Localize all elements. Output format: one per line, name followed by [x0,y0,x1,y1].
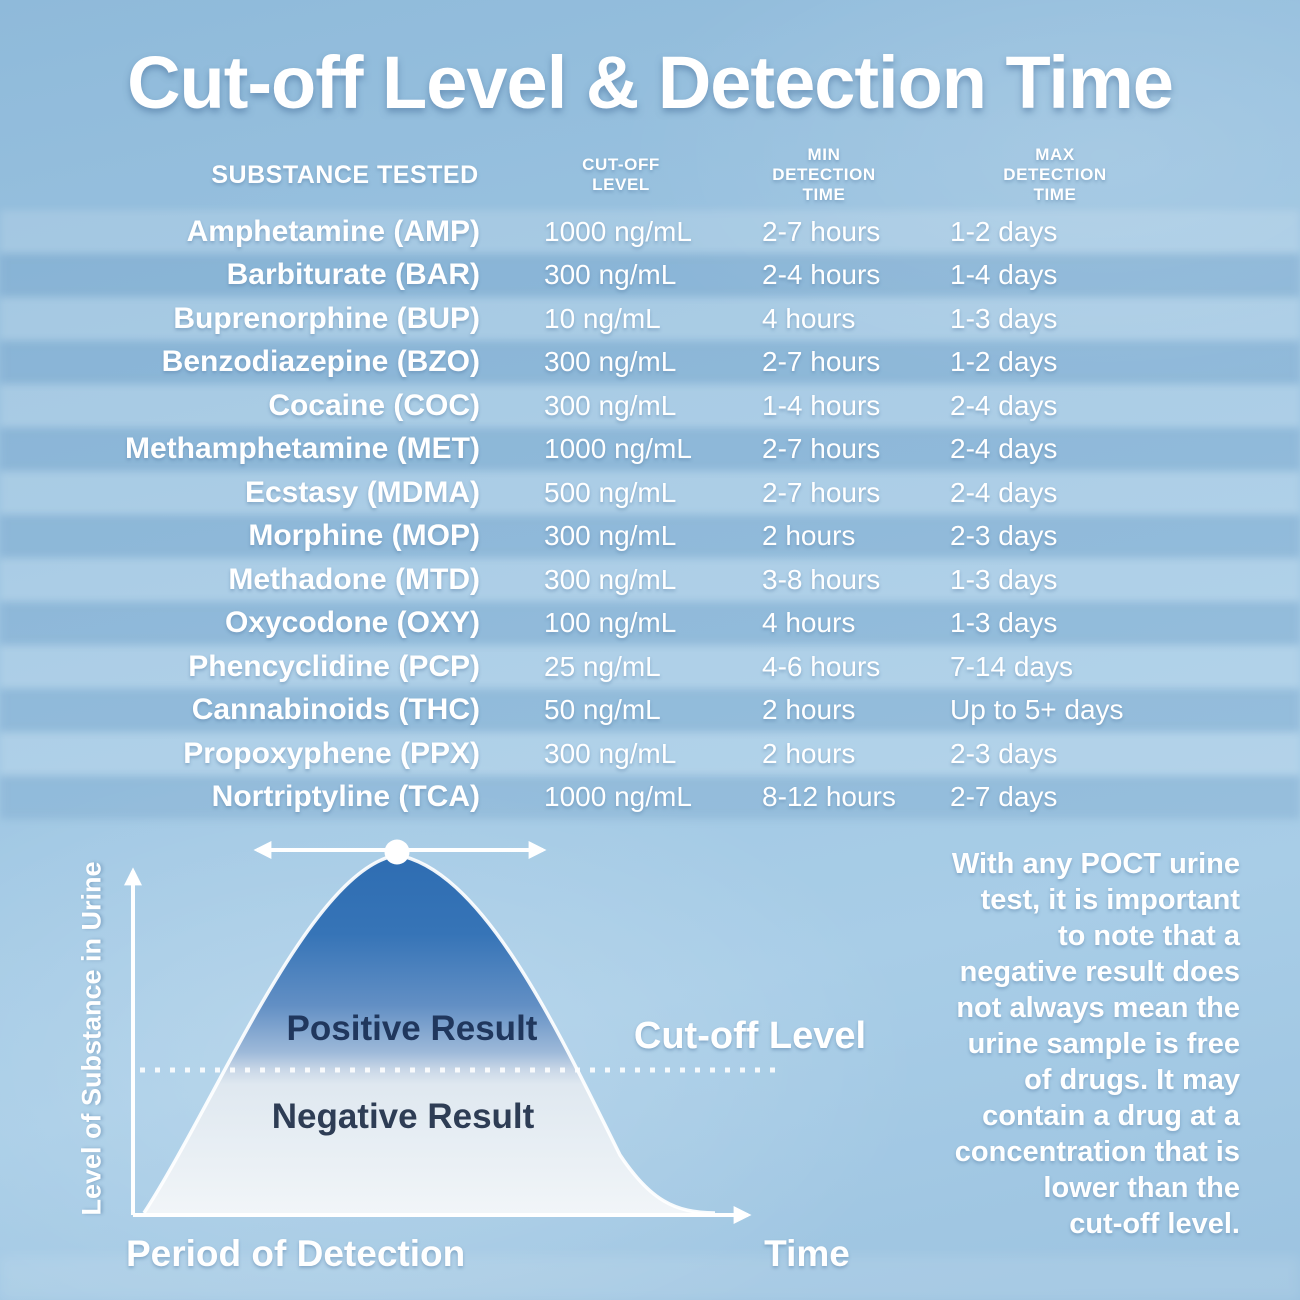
page-title: Cut-off Level & Detection Time [127,41,1174,124]
x-axis-label: Period of Detection [126,1233,466,1274]
row-max-detection-time: 2-3 days [950,520,1058,552]
row-cutoff-level: 300 ng/mL [544,563,677,595]
row-substance: Cocaine (COC) [268,388,480,422]
row-substance: Nortriptyline (TCA) [211,780,480,814]
row-cutoff-level: 100 ng/mL [544,607,677,639]
row-min-detection-time: 4 hours [762,607,856,639]
row-min-detection-time: 2 hours [762,737,856,769]
row-substance: Methamphetamine (MET) [124,432,480,466]
detection-curve-chart: Level of Substance in Urine Positive Res… [60,835,905,1300]
row-cutoff-level: 300 ng/mL [544,737,677,769]
row-cutoff-level: 300 ng/mL [544,259,677,291]
row-substance: Propoxyphene (PPX) [183,736,480,770]
row-min-detection-time: 3-8 hours [762,563,881,595]
row-min-detection-time: 2-7 hours [762,215,881,247]
row-cutoff-level: 300 ng/mL [544,520,677,552]
poct-note: With any POCT urine test, it is importan… [951,848,1240,1240]
row-max-detection-time: 2-4 days [950,389,1058,421]
header-cutoff-level: CUT-OFF LEVEL [582,155,660,194]
cutoff-level-label: Cut-off Level [633,1015,867,1057]
row-cutoff-level: 300 ng/mL [544,389,677,421]
y-axis-label: Level of Substance in Urine [76,861,107,1216]
row-cutoff-level: 1000 ng/mL [544,433,692,465]
row-max-detection-time: 1-3 days [950,563,1058,595]
row-max-detection-time: 2-4 days [950,433,1058,465]
time-label: Time [764,1233,850,1274]
row-max-detection-time: 1-4 days [950,259,1058,291]
row-max-detection-time: 1-3 days [950,607,1058,639]
row-min-detection-time: 4-6 hours [762,650,881,682]
negative-result-label: Negative Result [271,1097,535,1136]
row-min-detection-time: 4 hours [762,302,856,334]
row-min-detection-time: 1-4 hours [762,389,881,421]
row-substance: Phencyclidine (PCP) [188,649,480,683]
table-stripes-background [0,210,1300,819]
row-max-detection-time: Up to 5+ days [950,694,1124,726]
row-substance: Barbiturate (BAR) [226,258,480,292]
row-min-detection-time: 2-7 hours [762,346,881,378]
row-max-detection-time: 1-2 days [950,346,1058,378]
row-substance: Methadone (MTD) [228,562,480,596]
peak-dot [384,839,410,865]
detection-curve-svg [124,839,778,1224]
row-min-detection-time: 2 hours [762,694,856,726]
bottom-highlight-band [0,1256,1300,1300]
positive-result-label: Positive Result [286,1009,538,1048]
row-max-detection-time: 1-3 days [950,302,1058,334]
header-max-detection-time: MAX DETECTION TIME [1003,145,1107,204]
row-substance: Oxycodone (OXY) [224,606,480,640]
table-header-row: SUBSTANCE TESTED CUT-OFF LEVEL MIN DETEC… [100,140,1160,210]
row-cutoff-level: 300 ng/mL [544,346,677,378]
row-min-detection-time: 8-12 hours [762,781,896,813]
row-cutoff-level: 50 ng/mL [544,694,661,726]
header-min-detection-time: MIN DETECTION TIME [772,145,876,204]
row-min-detection-time: 2-4 hours [762,259,881,291]
row-cutoff-level: 10 ng/mL [544,302,661,334]
row-min-detection-time: 2 hours [762,520,856,552]
row-max-detection-time: 2-7 days [950,781,1058,813]
detection-table: SUBSTANCE TESTED CUT-OFF LEVEL MIN DETEC… [100,140,1160,819]
table-body: Amphetamine (AMP) 1000 ng/mL 2-7 hours 1-2 … [100,210,1160,819]
header-substance-tested: SUBSTANCE TESTED [211,161,479,189]
row-substance: Cannabinoids (THC) [191,693,480,727]
row-substance: Amphetamine (AMP) [186,214,480,248]
row-max-detection-time: 1-2 days [950,215,1058,247]
row-max-detection-time: 2-4 days [950,476,1058,508]
row-min-detection-time: 2-7 hours [762,433,881,465]
row-substance: Morphine (MOP) [248,519,480,553]
row-max-detection-time: 2-3 days [950,737,1058,769]
row-substance: Ecstasy (MDMA) [244,475,480,509]
bell-curve-area [144,855,715,1213]
row-max-detection-time: 7-14 days [950,650,1073,682]
row-cutoff-level: 500 ng/mL [544,476,677,508]
bell-curve-outline [142,853,716,1215]
row-cutoff-level: 1000 ng/mL [544,215,692,247]
row-substance: Buprenorphine (BUP) [173,301,480,335]
row-cutoff-level: 1000 ng/mL [544,781,692,813]
row-substance: Benzodiazepine (BZO) [161,345,480,379]
row-cutoff-level: 25 ng/mL [544,650,661,682]
row-min-detection-time: 2-7 hours [762,476,881,508]
